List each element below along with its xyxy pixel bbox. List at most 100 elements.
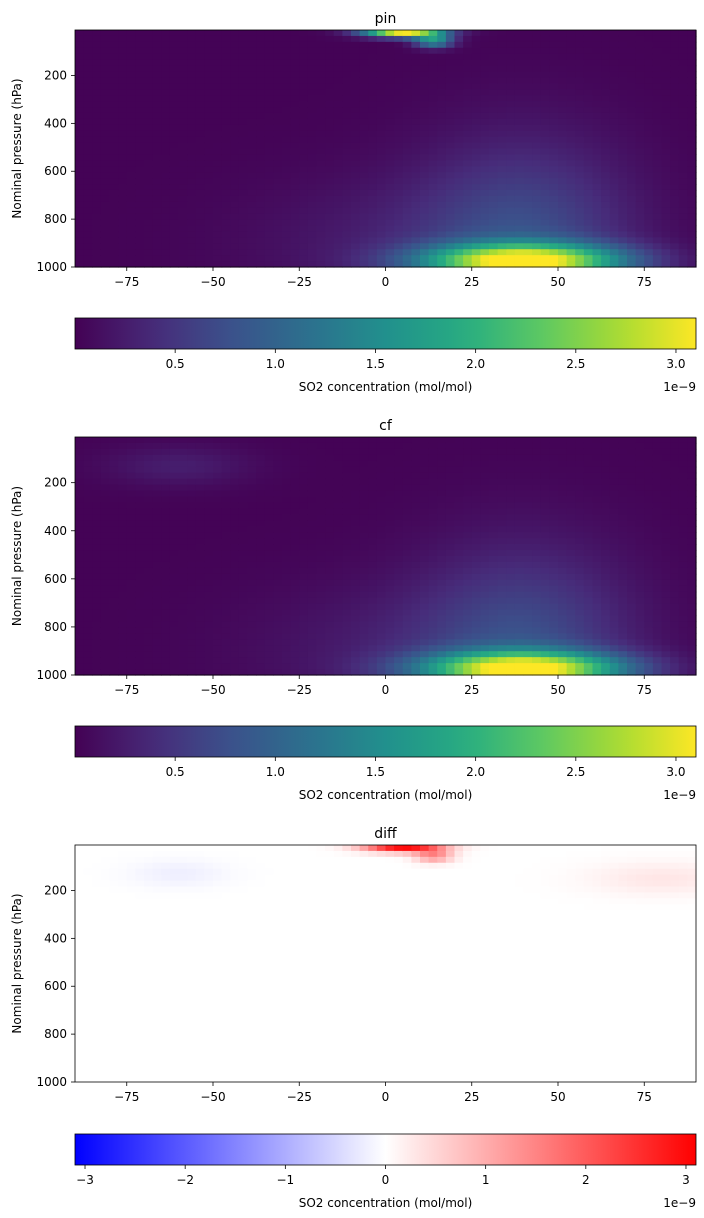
heatmap-cell — [75, 454, 85, 462]
heatmap-cell — [307, 550, 318, 557]
heatmap-cell — [652, 148, 663, 156]
heatmap-cell — [454, 130, 464, 138]
heatmap-cell — [428, 454, 438, 462]
heatmap-cell — [471, 442, 481, 450]
heatmap-cell — [394, 484, 404, 492]
heatmap-cell — [144, 130, 154, 138]
heatmap-cell — [566, 178, 576, 185]
heatmap-cell — [428, 201, 438, 209]
heatmap-cell — [109, 160, 119, 167]
heatmap-cell — [100, 249, 111, 256]
heatmap-cell — [264, 603, 274, 611]
heatmap-cell — [558, 189, 568, 197]
heatmap-cell — [230, 657, 240, 664]
heatmap-cell — [230, 538, 240, 545]
heatmap-cell — [532, 59, 542, 67]
heatmap-cell — [221, 597, 231, 605]
heatmap-cell — [420, 112, 430, 120]
heatmap-cell — [247, 597, 257, 605]
heatmap-cell — [420, 71, 430, 78]
heatmap-cell — [126, 454, 136, 462]
heatmap-cell — [204, 448, 214, 456]
heatmap-cell — [463, 35, 473, 43]
heatmap-cell — [83, 478, 93, 486]
heatmap-cell — [195, 651, 205, 658]
heatmap-cell — [213, 544, 223, 551]
heatmap-cell — [264, 645, 274, 652]
heatmap-cell — [307, 65, 318, 73]
heatmap-cell — [385, 472, 395, 480]
heatmap-cell — [489, 166, 499, 173]
heatmap-cell — [471, 484, 481, 492]
heatmap-cell — [247, 41, 257, 49]
heatmap-cell — [385, 195, 395, 203]
heatmap-cell — [144, 597, 154, 605]
heatmap-cell — [489, 460, 499, 468]
heatmap-cell — [316, 53, 326, 61]
heatmap-cell — [428, 249, 438, 256]
heatmap-cell — [661, 189, 671, 197]
heatmap-cell — [282, 118, 292, 126]
heatmap-cell — [316, 201, 326, 209]
heatmap-cell — [195, 657, 205, 664]
heatmap-cell — [273, 124, 283, 132]
heatmap-cell — [497, 237, 507, 244]
heatmap-cell — [135, 237, 145, 244]
heatmap-cell — [428, 561, 438, 569]
heatmap-cell — [506, 514, 516, 521]
heatmap-cell — [385, 219, 395, 227]
heatmap-cell — [118, 53, 128, 61]
heatmap-cell — [230, 532, 240, 539]
heatmap-cell — [402, 201, 412, 209]
heatmap-cell — [282, 41, 292, 49]
heatmap-cell — [178, 597, 188, 605]
heatmap-cell — [126, 651, 136, 658]
heatmap-cell — [247, 160, 257, 167]
heatmap-cell — [385, 154, 395, 161]
heatmap-cell — [264, 53, 274, 61]
heatmap-cell — [161, 460, 171, 468]
heatmap-cell — [161, 597, 171, 605]
heatmap-cell — [83, 195, 93, 203]
heatmap-cell — [316, 154, 326, 161]
heatmap-cell — [489, 213, 499, 221]
heatmap-cell — [238, 585, 249, 593]
heatmap-cell — [126, 591, 136, 599]
heatmap-cell — [497, 30, 507, 37]
heatmap-cell — [75, 231, 85, 238]
heatmap-cell — [445, 615, 456, 623]
heatmap-cell — [264, 77, 274, 84]
heatmap-cell — [678, 225, 688, 233]
heatmap-cell — [480, 639, 490, 646]
heatmap-cell — [230, 261, 240, 268]
heatmap-cell — [609, 219, 619, 227]
heatmap-cell — [333, 154, 343, 161]
heatmap-cell — [333, 249, 343, 256]
heatmap-cell — [213, 255, 223, 262]
heatmap-cell — [670, 77, 680, 84]
heatmap-cell — [316, 166, 326, 173]
heatmap-cell — [644, 136, 654, 144]
heatmap-cell — [549, 89, 559, 96]
heatmap-cell — [428, 89, 438, 96]
heatmap-cell — [411, 514, 421, 521]
heatmap-cell — [368, 550, 378, 557]
heatmap-cell — [221, 651, 231, 658]
heatmap-cell — [325, 591, 335, 599]
heatmap-cell — [282, 645, 292, 652]
heatmap-cell — [351, 573, 361, 581]
heatmap-cell — [83, 502, 93, 509]
heatmap-cell — [583, 213, 594, 221]
heatmap-cell — [126, 520, 136, 527]
heatmap-cell — [204, 437, 214, 444]
heatmap-cell — [480, 118, 490, 126]
heatmap-cell — [213, 261, 223, 268]
heatmap-cell — [420, 213, 430, 221]
heatmap-cell — [83, 261, 93, 268]
heatmap-cell — [394, 532, 404, 539]
heatmap-cell — [290, 65, 300, 73]
heatmap-cell — [411, 663, 421, 670]
heatmap-cell — [437, 442, 447, 450]
heatmap-cell — [411, 508, 421, 515]
heatmap-cell — [402, 442, 412, 450]
